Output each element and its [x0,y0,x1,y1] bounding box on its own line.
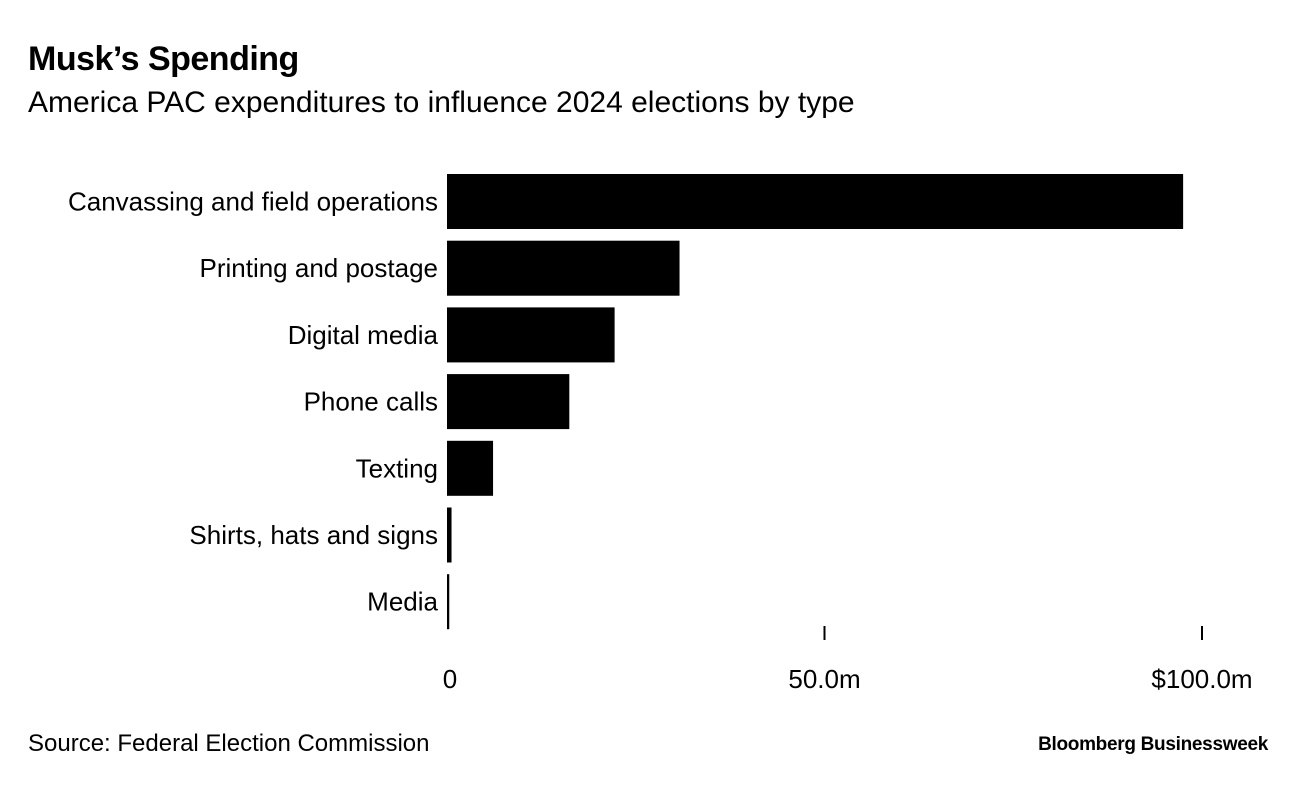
category-label-digital-media: Digital media [288,320,439,350]
chart-subtitle: America PAC expenditures to influence 20… [28,86,855,119]
bar-digital-media [447,307,615,363]
bar-phone-calls [447,374,570,430]
brand-logo: Bloomberg Businessweek [1038,734,1268,755]
chart-title: Musk’s Spending [28,40,299,78]
category-label-media: Media [367,587,438,617]
bar-printing-and-postage [447,240,680,296]
bar-canvassing-and-field-operations [447,174,1184,229]
category-label-printing-and-postage: Printing and postage [199,253,438,283]
category-label-phone-calls: Phone calls [304,387,438,417]
category-label-shirts-hats-and-signs: Shirts, hats and signs [189,520,438,550]
bar-media [447,574,450,630]
source-note: Source: Federal Election Commission [28,730,430,757]
category-label-canvassing-and-field-operations: Canvassing and field operations [68,187,438,217]
x-tick-label-1: 50.0m [788,664,860,694]
x-tick-label-2: $100.0m [1151,664,1252,694]
category-label-texting: Texting [356,453,438,483]
bar-shirts-hats-and-signs [447,507,452,563]
x-tick-label-0: 0 [443,664,457,694]
bar-texting [447,440,494,496]
